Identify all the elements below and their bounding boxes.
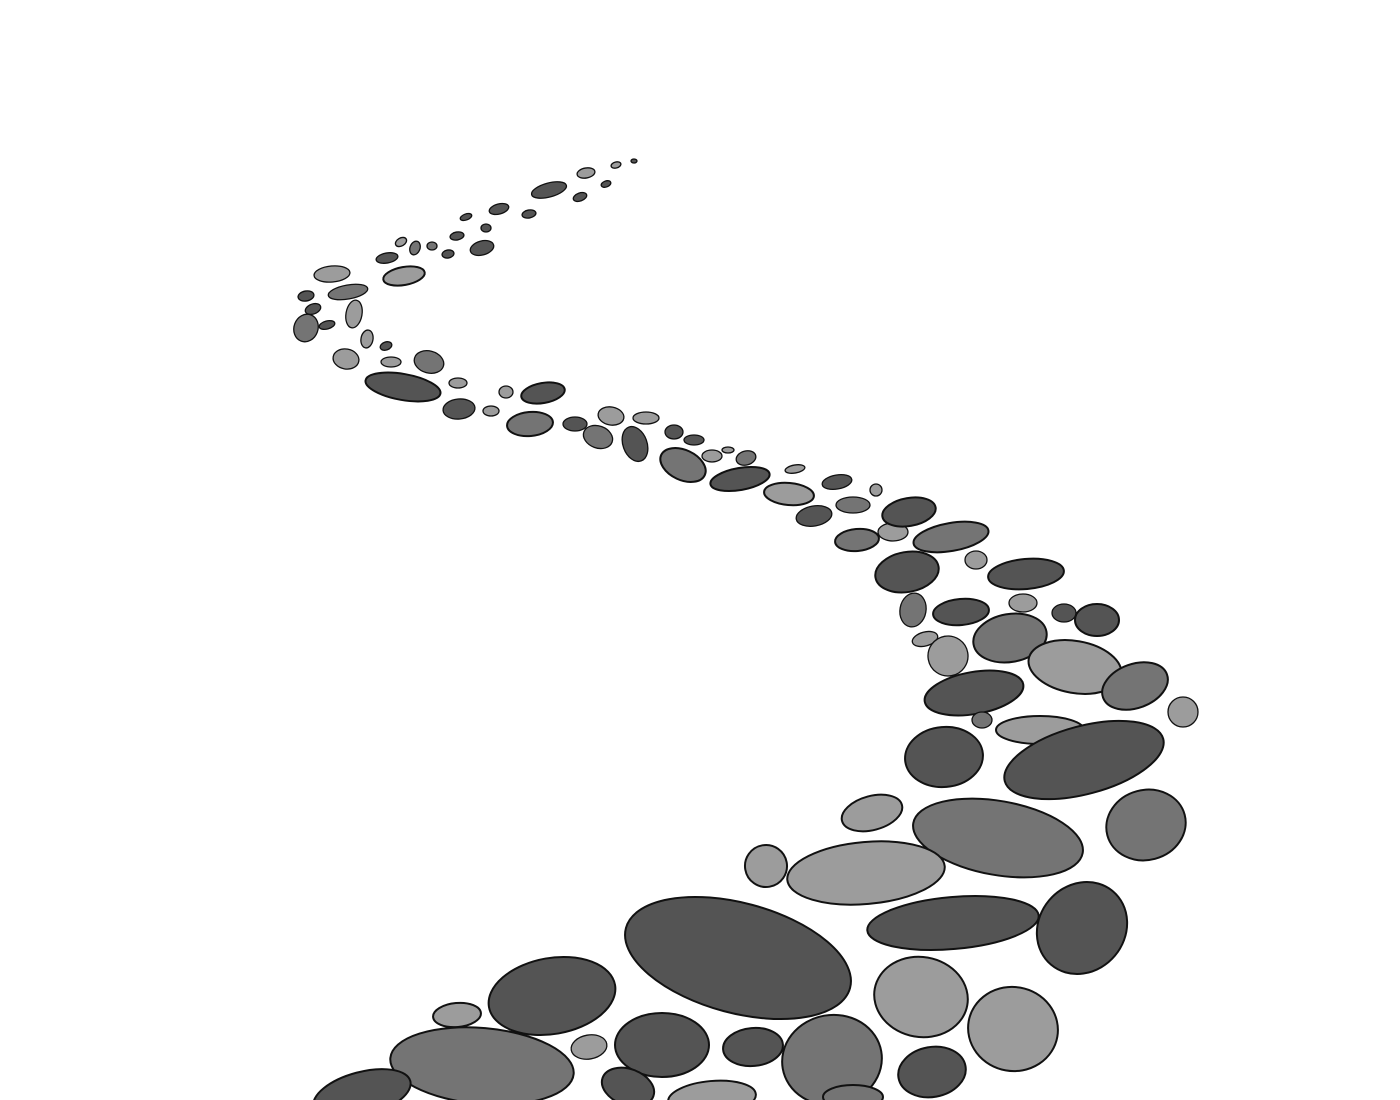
- stone: [866, 895, 1040, 951]
- stone: [449, 231, 465, 241]
- stone: [911, 630, 939, 648]
- stone: [835, 496, 871, 514]
- stone: [409, 240, 421, 256]
- stone: [597, 406, 625, 426]
- stone: [1051, 603, 1077, 623]
- stone: [763, 481, 815, 507]
- stone: [394, 236, 408, 248]
- stone: [1003, 719, 1165, 801]
- stone: [1101, 661, 1169, 711]
- stone: [904, 725, 984, 789]
- stone: [459, 212, 473, 222]
- stone: [624, 895, 852, 1021]
- stone: [389, 1026, 575, 1100]
- stone: [487, 955, 617, 1037]
- stone: [1035, 880, 1129, 976]
- stone: [469, 239, 495, 257]
- stone: [899, 592, 927, 628]
- stone: [600, 1066, 656, 1100]
- stone: [932, 597, 990, 627]
- stone: [822, 1084, 884, 1100]
- stone: [480, 223, 492, 233]
- stone: [873, 955, 969, 1039]
- stone: [614, 1012, 710, 1078]
- stone: [506, 410, 554, 438]
- stone: [318, 319, 336, 331]
- stone: [582, 424, 614, 450]
- stone: [621, 425, 649, 463]
- stone: [721, 446, 735, 454]
- stone: [632, 411, 660, 425]
- stone: [1167, 696, 1199, 728]
- stone: [360, 329, 374, 349]
- stone: [667, 1079, 757, 1100]
- stone: [520, 381, 566, 405]
- stone: [840, 793, 904, 833]
- stone: [927, 635, 969, 677]
- stone: [327, 283, 369, 301]
- stone: [781, 1013, 883, 1100]
- stone: [379, 341, 393, 351]
- stone: [784, 464, 806, 474]
- stone: [987, 557, 1065, 591]
- stone: [659, 447, 707, 483]
- stone: [1074, 603, 1120, 637]
- stone: [600, 180, 612, 188]
- stone: [722, 1026, 784, 1068]
- stone: [1008, 593, 1038, 613]
- stone: [701, 449, 723, 463]
- stone: [345, 299, 363, 329]
- stone: [380, 356, 402, 368]
- stone: [664, 424, 684, 440]
- stone: [498, 385, 514, 399]
- stone: [964, 550, 988, 570]
- stone: [413, 350, 445, 374]
- stone: [521, 209, 537, 219]
- stone: [709, 465, 771, 493]
- stone: [897, 1045, 967, 1099]
- stone: [786, 840, 946, 906]
- stone: [312, 1068, 412, 1100]
- stone: [834, 527, 880, 553]
- stone: [912, 520, 990, 554]
- stone: [382, 265, 426, 287]
- stone: [313, 265, 351, 283]
- stone: [967, 985, 1059, 1073]
- stone: [821, 473, 853, 491]
- stone: [482, 405, 500, 417]
- stone: [442, 398, 476, 420]
- stone: [530, 181, 568, 199]
- stone: [304, 302, 322, 316]
- stone: [795, 505, 833, 527]
- stone: [441, 249, 455, 259]
- stone: [971, 711, 993, 729]
- stone: [426, 241, 438, 251]
- stone: [332, 348, 360, 370]
- stone: [869, 483, 883, 497]
- stone: [1105, 788, 1187, 862]
- stone: [610, 161, 622, 169]
- stone: [735, 450, 757, 466]
- stone: [432, 1001, 482, 1029]
- stone: [364, 371, 442, 403]
- stone: [912, 797, 1084, 879]
- stone: [448, 377, 468, 389]
- stone: [488, 202, 510, 216]
- stone: [562, 416, 588, 432]
- stone: [570, 1034, 608, 1060]
- stone: [744, 844, 788, 888]
- stone: [293, 313, 319, 343]
- stone: [972, 612, 1048, 664]
- stone: [297, 290, 315, 302]
- stone: [630, 158, 638, 164]
- stone: [881, 496, 937, 528]
- stone: [576, 167, 596, 179]
- stone: [683, 434, 705, 446]
- stone: [572, 191, 588, 203]
- stone: [375, 252, 399, 264]
- stone: [874, 550, 940, 594]
- path-stones: [293, 158, 1199, 1100]
